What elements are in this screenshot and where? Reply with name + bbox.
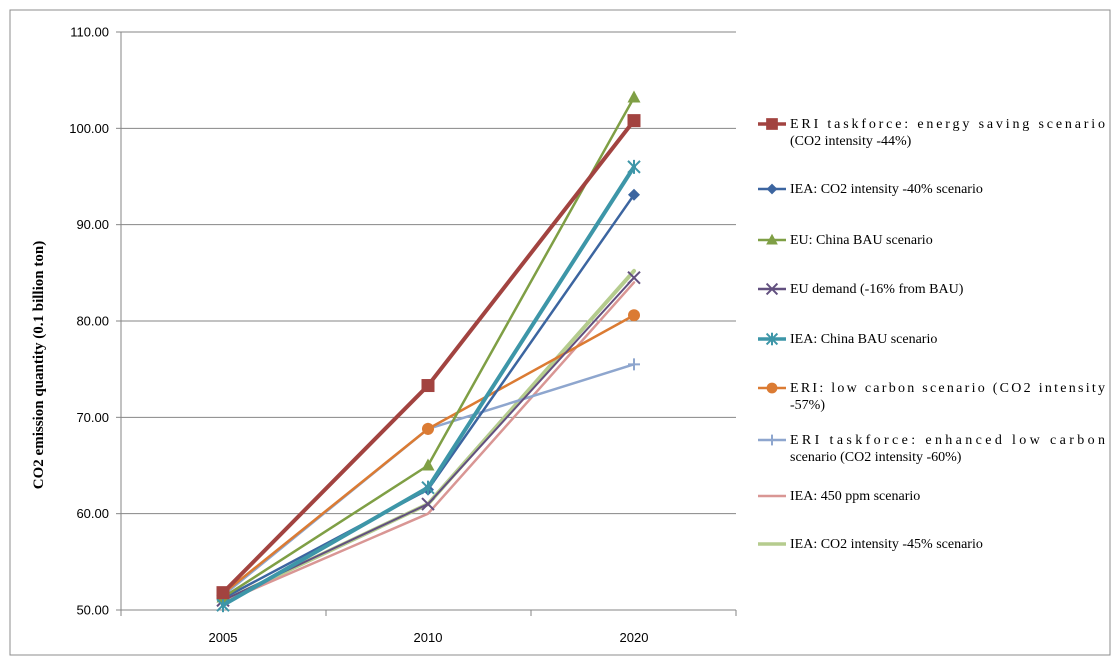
y-tick-label: 60.00 bbox=[76, 506, 109, 521]
chart-border bbox=[9, 9, 1111, 656]
y-tick-label: 70.00 bbox=[76, 410, 109, 425]
data-point-marker bbox=[421, 458, 435, 471]
legend: ERI taskforce: energy saving scenario (CO… bbox=[758, 117, 1105, 552]
legend-label: ERI taskforce: energy saving scenario bbox=[790, 117, 1105, 132]
legend-label: ERI: low carbon scenario (CO2 intensity bbox=[790, 381, 1105, 396]
data-point-marker bbox=[628, 309, 640, 322]
legend-entry: IEA: CO2 intensity -45% scenario bbox=[758, 537, 983, 552]
y-tick-label: 90.00 bbox=[76, 217, 109, 232]
legend-entry: EU demand (-16% from BAU) bbox=[758, 282, 964, 297]
series-line bbox=[221, 281, 636, 604]
legend-entry: ERI: low carbon scenario (CO2 intensity -… bbox=[758, 381, 1105, 413]
y-tick-label: 50.00 bbox=[76, 603, 109, 618]
data-point-marker bbox=[627, 159, 641, 174]
x-tick-label: 2005 bbox=[209, 630, 238, 645]
legend-label: IEA: 450 ppm scenario bbox=[790, 489, 920, 504]
data-point-marker bbox=[216, 586, 230, 600]
legend-label: EU demand (-16% from BAU) bbox=[790, 282, 964, 297]
data-point-marker bbox=[421, 379, 435, 393]
data-point-marker bbox=[766, 434, 778, 446]
legend-entry: IEA: China BAU scenario bbox=[758, 332, 937, 347]
legend-label: EU: China BAU scenario bbox=[790, 233, 933, 248]
legend-entry: ERI taskforce: energy saving scenario (CO… bbox=[758, 117, 1105, 149]
series-3 bbox=[216, 90, 641, 603]
legend-entry: ERI taskforce: enhanced low carbon scenar… bbox=[758, 433, 1105, 465]
legend-label: IEA: CO2 intensity -40% scenario bbox=[790, 182, 983, 197]
y-axis-title: CO2 emission quantity (0.1 billion ton) bbox=[31, 241, 47, 489]
data-point-marker bbox=[627, 90, 641, 103]
y-tick-label: 100.00 bbox=[69, 121, 109, 136]
legend-entry: IEA: 450 ppm scenario bbox=[758, 489, 920, 504]
data-point-marker bbox=[766, 118, 778, 130]
legend-label: scenario (CO2 intensity -60%) bbox=[790, 450, 962, 465]
legend-label: (CO2 intensity -44%) bbox=[790, 134, 912, 149]
x-tick-label: 2010 bbox=[414, 630, 443, 645]
data-point-marker bbox=[628, 358, 640, 371]
data-point-marker bbox=[628, 188, 640, 201]
series-lines bbox=[216, 90, 641, 613]
data-point-marker bbox=[765, 282, 779, 296]
data-point-marker bbox=[766, 382, 778, 394]
x-tick-label: 2020 bbox=[620, 630, 649, 645]
gridlines bbox=[121, 31, 736, 611]
data-point-marker bbox=[216, 598, 230, 613]
data-point-marker bbox=[422, 422, 434, 435]
data-point-marker bbox=[421, 480, 435, 495]
data-point-marker bbox=[766, 183, 778, 195]
axes: 50.00 60.00 70.00 80.00 90.00 100.00 110.00 200… bbox=[69, 25, 737, 645]
y-tick-label: 110.00 bbox=[70, 25, 109, 40]
legend-label: ERI taskforce: enhanced low carbon bbox=[790, 433, 1105, 448]
data-point-marker bbox=[766, 233, 778, 245]
series-5 bbox=[216, 159, 641, 613]
legend-label: -57%) bbox=[790, 398, 825, 413]
legend-entry: IEA: CO2 intensity -40% scenario bbox=[758, 182, 983, 197]
data-point-marker bbox=[627, 270, 641, 285]
data-point-marker bbox=[421, 497, 435, 511]
legend-entry: EU: China BAU scenario bbox=[758, 233, 933, 248]
legend-label: IEA: CO2 intensity -45% scenario bbox=[790, 537, 983, 552]
data-point-marker bbox=[765, 332, 779, 346]
series-8 bbox=[221, 281, 636, 604]
legend-label: IEA: China BAU scenario bbox=[790, 332, 937, 347]
series-1 bbox=[216, 114, 641, 600]
data-point-marker bbox=[627, 114, 641, 128]
y-tick-label: 80.00 bbox=[76, 314, 109, 329]
